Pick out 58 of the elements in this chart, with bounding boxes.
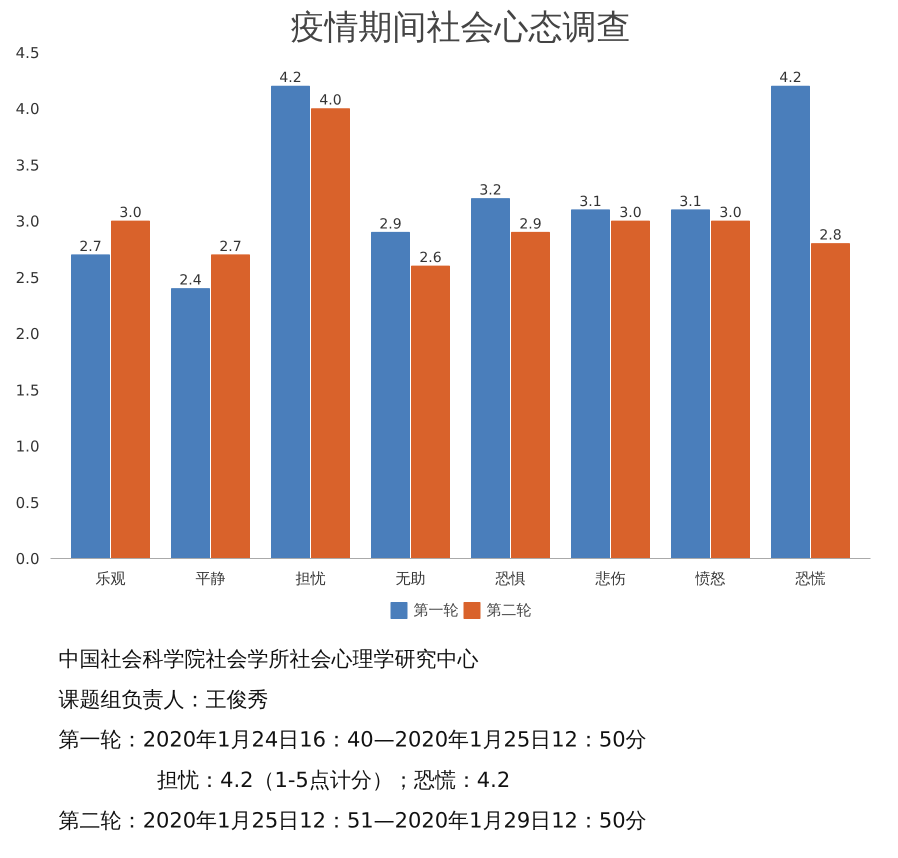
bar — [211, 254, 250, 558]
y-tick-label: 1.0 — [16, 438, 40, 456]
data-label: 3.1 — [679, 194, 702, 210]
bar — [571, 209, 610, 558]
x-tick-label: 恐慌 — [794, 570, 826, 588]
bar — [411, 266, 450, 558]
x-tick-label: 悲伤 — [594, 570, 626, 588]
y-tick-label: 3.0 — [16, 212, 40, 231]
bar — [671, 209, 710, 558]
data-label: 4.2 — [779, 70, 802, 86]
bar — [311, 108, 350, 558]
x-tick-label: 无助 — [396, 570, 426, 588]
x-tick-label: 担忧 — [296, 570, 326, 588]
bar — [171, 288, 210, 558]
y-tick-label: 2.0 — [16, 325, 40, 344]
text: 第二轮：2020年1月25日12：51—2020年1月29日12：50分 — [58, 808, 647, 832]
text: 课题组负责人：王俊秀 — [58, 687, 269, 712]
bar — [771, 86, 810, 558]
data-label: 2.9 — [519, 216, 542, 232]
data-label: 3.0 — [119, 205, 142, 222]
x-tick-label: 恐惧 — [494, 570, 526, 588]
legend-label: 第一轮 — [414, 600, 458, 620]
chart-title: 疫情期间社会心态调查 — [290, 8, 630, 48]
bar — [271, 86, 310, 558]
y-tick-label: 0.5 — [16, 494, 40, 512]
data-label: 2.4 — [179, 272, 202, 289]
y-tick-label: 4.0 — [16, 100, 40, 118]
bar — [71, 254, 110, 558]
data-label: 4.2 — [279, 70, 302, 86]
data-label: 2.9 — [379, 216, 402, 232]
bar — [611, 220, 650, 558]
y-tick-label: 0.0 — [16, 550, 40, 568]
text: 中国社会科学院社会学所社会心理学研究中心 — [58, 647, 479, 672]
data-label: 2.8 — [819, 228, 842, 244]
data-label: 3.0 — [619, 205, 642, 222]
data-label: 2.7 — [79, 238, 102, 255]
x-tick-label: 愤怒 — [694, 570, 726, 588]
x-tick-label: 平静 — [196, 570, 226, 588]
data-label: 3.2 — [479, 182, 502, 199]
y-tick-label: 1.5 — [16, 381, 40, 400]
bar — [371, 232, 410, 558]
data-label: 4.0 — [319, 92, 342, 109]
data-label: 3.0 — [719, 205, 742, 222]
y-tick-label: 3.5 — [16, 156, 40, 174]
bar — [471, 198, 510, 558]
legend-label: 第二轮 — [486, 600, 532, 620]
text: 第一轮：2020年1月24日16：40—2020年1月25日12：50分 — [58, 728, 647, 752]
bar — [811, 243, 850, 558]
bar — [711, 220, 750, 558]
y-tick-label: 2.5 — [16, 268, 40, 287]
data-label: 2.6 — [419, 250, 442, 266]
data-label: 3.1 — [579, 194, 602, 210]
text: 担忧：4.2（1-5点计分）；恐慌：4.2 — [157, 768, 510, 792]
data-label: 2.7 — [219, 238, 242, 255]
bar — [111, 220, 150, 558]
bar — [511, 232, 550, 558]
x-tick-label: 乐观 — [96, 570, 126, 588]
y-tick-label: 4.5 — [16, 44, 40, 62]
